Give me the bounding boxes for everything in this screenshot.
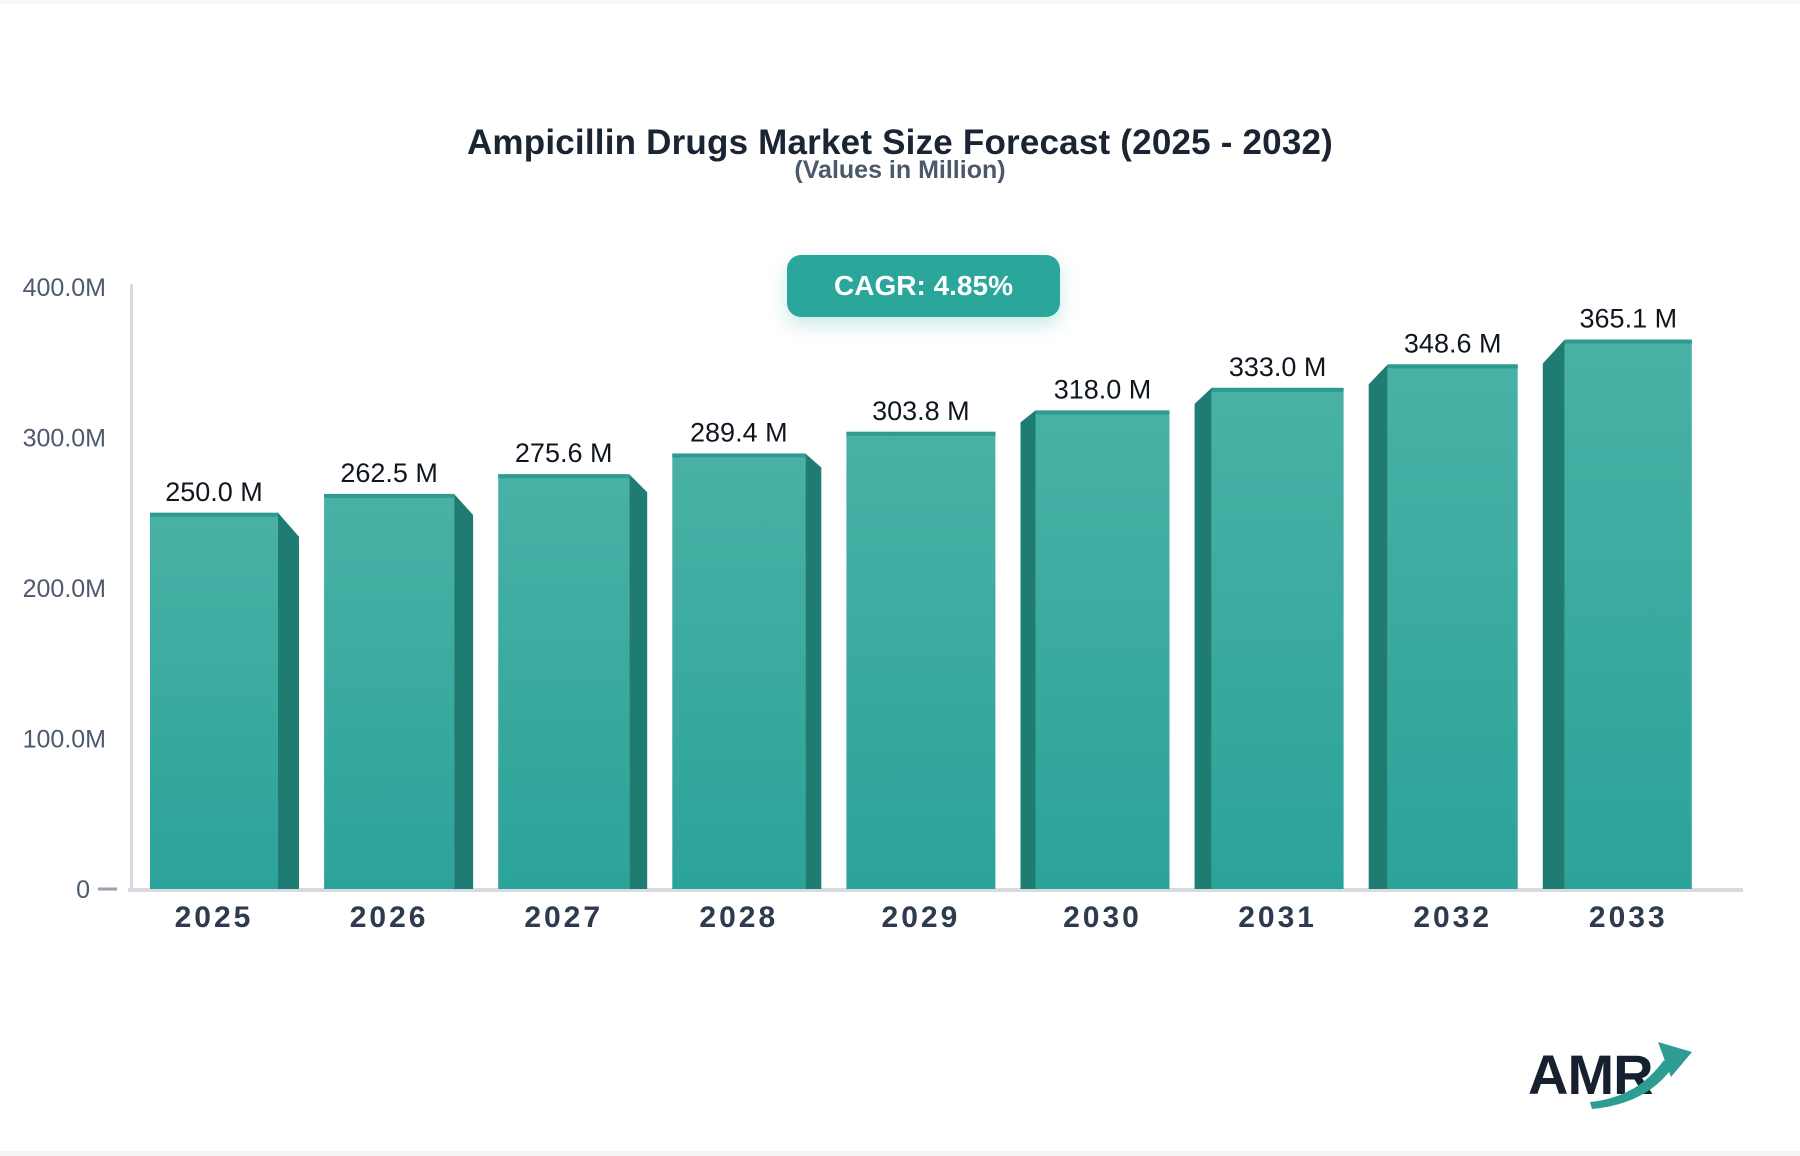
value-label-2032: 348.6 M	[1404, 328, 1502, 358]
y-tick-label-0: 0	[76, 876, 90, 904]
year-label-2028: 2028	[699, 901, 778, 934]
page-subtitle: (Values in Million)	[794, 156, 1006, 184]
y-tick-label-300.0M: 300.0M	[23, 425, 106, 453]
y-tick-label-100.0M: 100.0M	[23, 726, 106, 754]
bar-side-2030	[1020, 410, 1036, 889]
year-label-2027: 2027	[524, 901, 603, 934]
bar-top-edge-2030	[1035, 410, 1170, 415]
bar-2026	[324, 493, 455, 889]
value-label-2031: 333.0 M	[1229, 352, 1327, 382]
year-label-2029: 2029	[882, 901, 961, 934]
year-label-2032: 2032	[1413, 901, 1492, 934]
growth-arrow-icon	[1590, 1042, 1692, 1109]
bar-top-edge-2033	[1564, 339, 1692, 344]
bar-side-2033	[1542, 339, 1565, 889]
bar-2028	[672, 453, 806, 889]
bar-side-2025	[278, 512, 299, 889]
year-label-2030: 2030	[1063, 901, 1142, 934]
value-label-2029: 303.8 M	[872, 396, 970, 426]
bar-side-2028	[805, 453, 822, 889]
bottom-border	[0, 1151, 1800, 1156]
bar-side-2026	[454, 493, 474, 889]
year-label-2033: 2033	[1589, 901, 1668, 934]
bar-top-edge-2028	[672, 453, 806, 458]
page-title: Ampicillin Drugs Market Size Forecast (2…	[466, 123, 1334, 163]
bar-2031	[1211, 387, 1344, 889]
amr-logo: AMR	[1528, 1042, 1692, 1109]
bar-top-edge-2025	[150, 512, 278, 517]
bar-top-edge-2031	[1211, 387, 1344, 392]
value-label-2026: 262.5 M	[340, 458, 438, 488]
year-label-2031: 2031	[1238, 901, 1317, 934]
y-tick-label-200.0M: 200.0M	[23, 575, 106, 603]
year-label-2025: 2025	[175, 901, 254, 934]
bar-2025	[150, 512, 278, 889]
y-tick-label-400.0M: 400.0M	[23, 274, 106, 302]
cagr-badge-label: CAGR: 4.85%	[834, 270, 1013, 301]
bar-2030	[1035, 410, 1170, 889]
bar-2027	[498, 474, 630, 889]
year-label-2026: 2026	[350, 901, 429, 934]
value-label-2033: 365.1 M	[1580, 304, 1678, 334]
value-label-2028: 289.4 M	[690, 417, 788, 447]
bar-side-2027	[629, 474, 648, 889]
bar-top-edge-2032	[1387, 364, 1518, 369]
bar-2029	[846, 431, 996, 889]
bar-side-2031	[1194, 387, 1212, 889]
value-label-2027: 275.6 M	[515, 438, 613, 468]
y-axis-line	[130, 284, 133, 890]
x-axis-line	[128, 888, 1743, 892]
top-border	[0, 0, 1800, 4]
bar-top-edge-2026	[324, 493, 455, 498]
bar-2033	[1564, 339, 1692, 889]
bar-2032	[1387, 364, 1518, 889]
bar-top-edge-2027	[498, 474, 630, 479]
bar-top-edge-2029	[846, 431, 996, 436]
value-label-2025: 250.0 M	[165, 477, 263, 507]
value-label-2030: 318.0 M	[1054, 374, 1152, 404]
bar-side-2032	[1368, 364, 1388, 889]
cagr-badge: CAGR: 4.85%	[787, 255, 1060, 317]
